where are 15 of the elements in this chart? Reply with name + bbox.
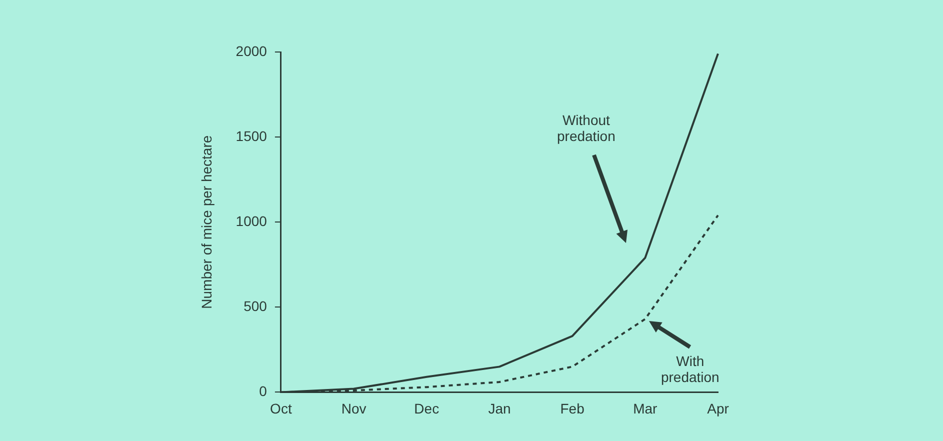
x-tick-label: Dec <box>414 400 440 416</box>
x-tick-label: Nov <box>341 400 366 416</box>
annotation: With predation <box>660 353 720 386</box>
y-tick-label: 0 <box>259 383 268 400</box>
y-axis-title: Number of mice per hectare <box>198 135 214 309</box>
x-tick-label: Oct <box>270 400 292 416</box>
y-tick-label: 1000 <box>236 212 268 229</box>
x-tick-label: Apr <box>707 400 730 416</box>
y-tick-label: 1500 <box>236 128 268 144</box>
y-tick-label: 500 <box>244 298 268 314</box>
x-tick-label: Mar <box>633 400 658 416</box>
annotation: Without predation <box>556 112 616 144</box>
x-tick-label: Jan <box>488 400 511 416</box>
x-tick-label: Feb <box>560 400 585 416</box>
y-tick-label: 2000 <box>236 42 268 59</box>
